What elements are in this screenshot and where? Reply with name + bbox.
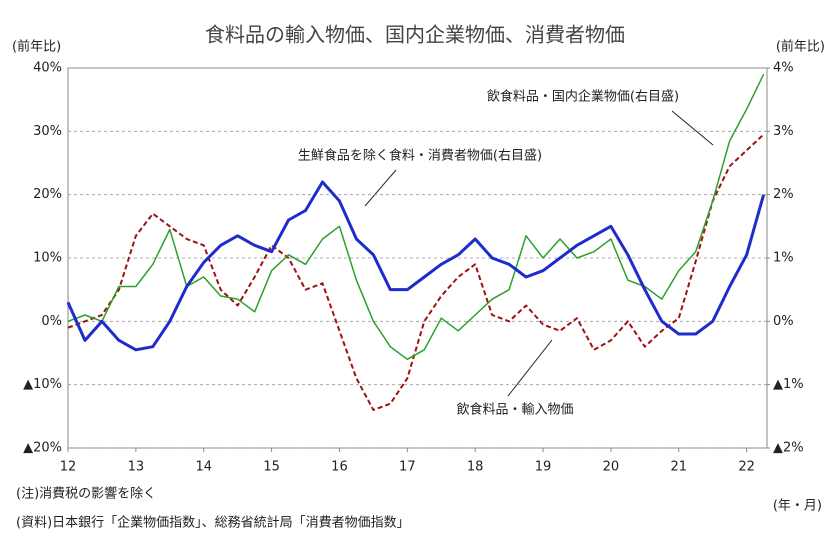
note: (注)消費税の影響を除く — [16, 486, 156, 502]
leader-line — [671, 110, 714, 146]
y-axis-label: (前年比) — [12, 39, 61, 55]
y-tick-label: 20% — [33, 187, 62, 202]
x-axis-label: (年・月) — [773, 499, 822, 514]
y-tick-label: 10% — [33, 251, 62, 266]
x-tick-label: 16 — [331, 460, 348, 475]
x-tick-label: 13 — [128, 460, 145, 475]
y-tick-label: 30% — [33, 124, 62, 139]
series-label: 生鮮食品を除く食料・消費者物価(右目盛) — [298, 148, 542, 164]
y-tick-label: ▲10% — [23, 377, 62, 392]
y-tick-label: ▲20% — [23, 441, 62, 456]
x-tick-label: 12 — [60, 460, 77, 475]
x-tick-label: 15 — [263, 460, 280, 475]
x-tick-label: 22 — [738, 460, 755, 475]
y2-tick-label: 1% — [773, 251, 794, 266]
series-label: 飲食料品・輸入物価 — [456, 402, 573, 418]
y2-tick-label: 0% — [773, 314, 794, 329]
x-tick-label: 18 — [467, 460, 484, 475]
leader-line — [364, 169, 397, 207]
y-tick-label: 0% — [41, 314, 62, 329]
chart-title: 食料品の輸入物価、国内企業物価、消費者物価 — [205, 23, 625, 47]
x-tick-label: 20 — [603, 460, 620, 475]
x-tick-label: 21 — [671, 460, 688, 475]
leader-line — [507, 339, 553, 397]
y2-tick-label: 2% — [773, 187, 794, 202]
y2-axis-label: (前年比) — [776, 39, 825, 55]
note: (資料)日本銀行「企業物価指数」、総務省統計局「消費者物価指数」 — [16, 515, 410, 531]
y2-tick-label: 4% — [773, 61, 794, 76]
x-tick-label: 17 — [399, 460, 416, 475]
x-tick-label: 19 — [535, 460, 552, 475]
series-line — [66, 180, 766, 352]
y-tick-label: 40% — [33, 61, 62, 76]
series-line — [67, 133, 765, 411]
y2-tick-label: ▲2% — [773, 441, 804, 456]
series-label: 飲食料品・国内企業物価(右目盛) — [487, 89, 679, 105]
y2-tick-label: ▲1% — [773, 377, 804, 392]
series-line — [67, 74, 765, 361]
y2-tick-label: 3% — [773, 124, 794, 139]
x-tick-label: 14 — [195, 460, 212, 475]
